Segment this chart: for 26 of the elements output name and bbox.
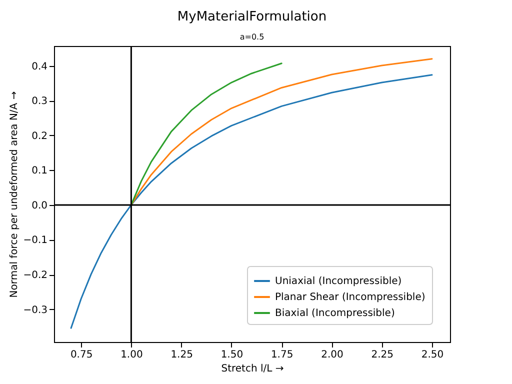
legend-label: Planar Shear (Incompressible) — [275, 292, 426, 303]
legend-label: Uniaxial (Incompressible) — [275, 276, 402, 287]
y-tick-label: −0.2 — [23, 270, 48, 282]
chart-title: MyMaterialFormulation — [177, 9, 327, 24]
line-series — [130, 62, 282, 206]
legend-label: Biaxial (Incompressible) — [275, 308, 395, 319]
y-tick-label: −0.3 — [23, 304, 48, 316]
y-tick-label: 0.4 — [32, 61, 48, 72]
x-tick-label: 1.75 — [270, 350, 294, 360]
y-tick-label: 0.1 — [32, 166, 48, 177]
x-tick-label: 2.25 — [371, 350, 394, 360]
x-tick-label: 1.25 — [170, 350, 193, 360]
x-axis-title: Stretch l/L → — [221, 364, 284, 374]
x-tick-label: 0.75 — [70, 350, 93, 360]
x-tick-label: 2.00 — [321, 350, 344, 360]
line-series — [70, 74, 433, 329]
y-tick-label: −0.1 — [23, 235, 48, 246]
y-axis-title: Normal force per undeformed area N/A → — [9, 91, 20, 298]
x-tick-label: 1.00 — [120, 350, 143, 360]
x-tick-label: 1.50 — [220, 350, 244, 360]
chart-subtitle: a=0.5 — [240, 32, 264, 42]
y-tick-label: 0.3 — [32, 96, 48, 108]
y-tick-label: 0.0 — [32, 200, 48, 212]
line-series — [130, 58, 433, 206]
y-tick-label: 0.2 — [32, 130, 48, 142]
x-tick-label: 2.50 — [421, 350, 444, 360]
